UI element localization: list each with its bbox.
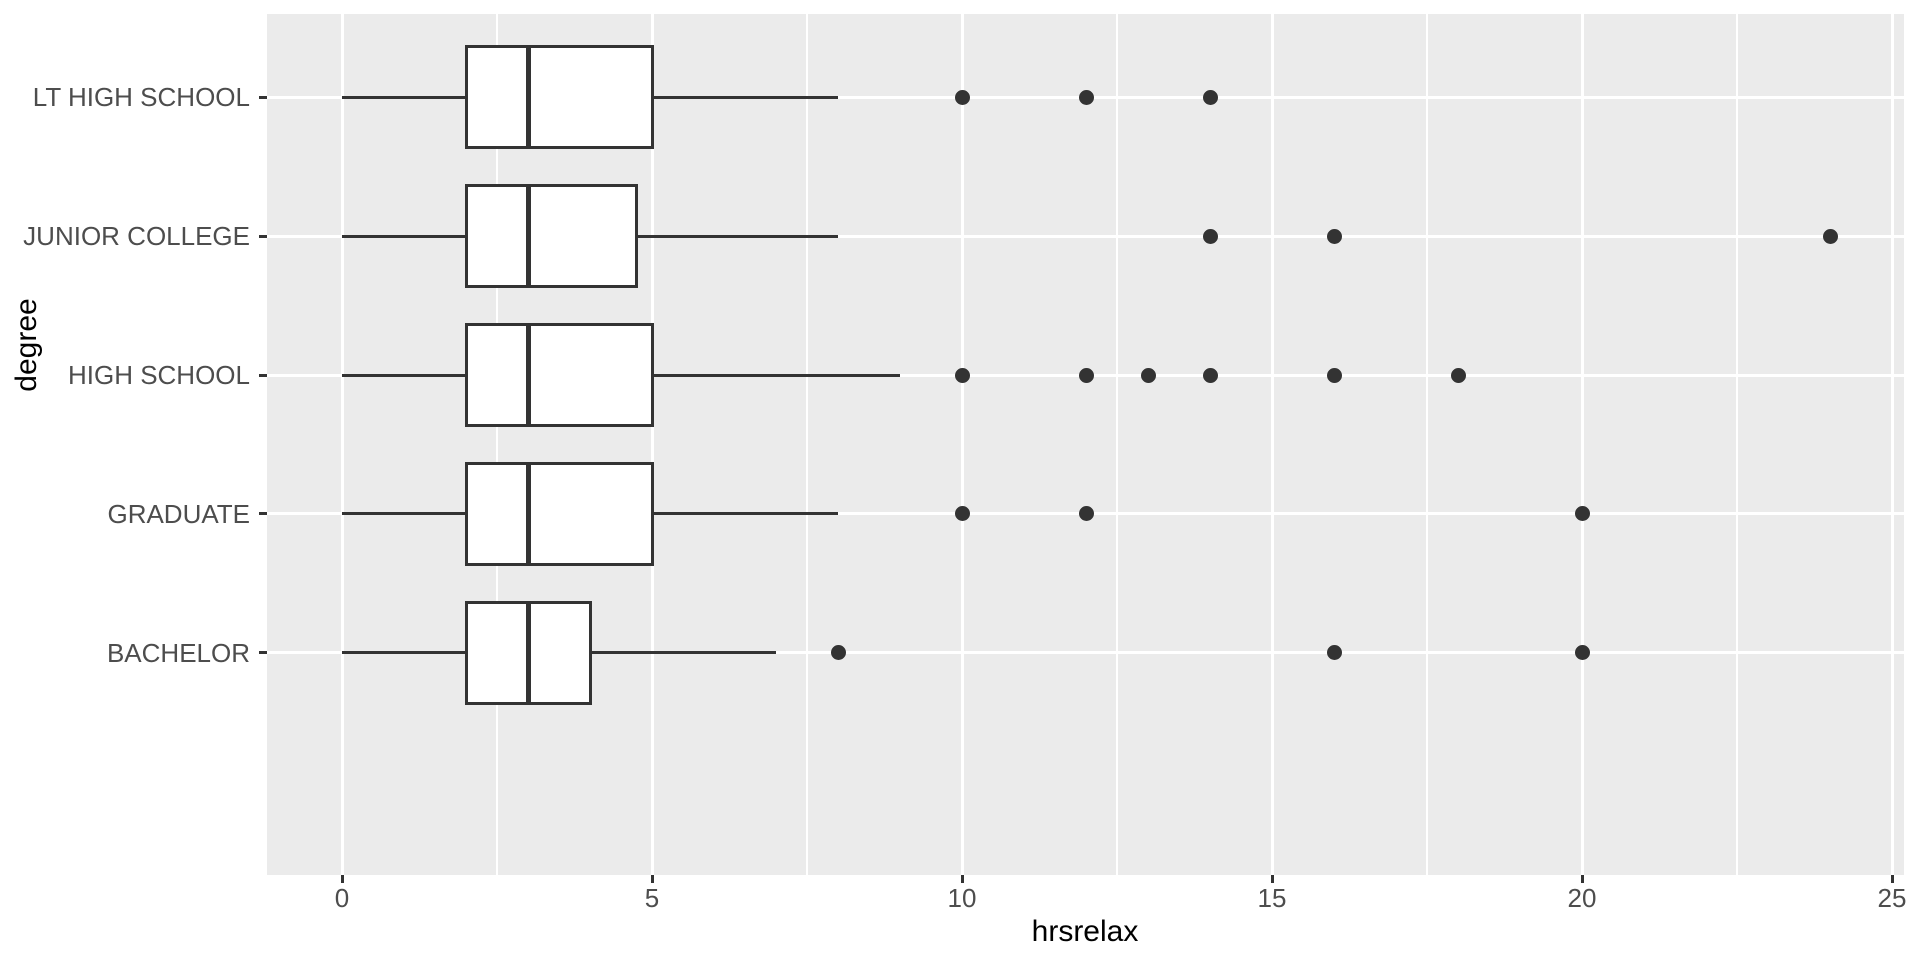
gridline-y-major: [267, 234, 1904, 238]
outlier-point: [1326, 367, 1342, 383]
x-axis-title: hrsrelax: [1031, 915, 1139, 948]
gridline-x-major: [960, 14, 964, 875]
x-tick-label: 10: [947, 883, 977, 913]
outlier-point: [1078, 506, 1094, 522]
x-tick-label: 15: [1257, 883, 1287, 913]
y-axis-title-text: degree: [10, 298, 43, 392]
outlier-point: [1450, 367, 1466, 383]
x-tick-mark: [340, 875, 344, 883]
outlier-point: [1078, 89, 1094, 105]
y-tick-label: GRADUATE: [107, 498, 250, 529]
outlier-point: [1202, 367, 1218, 383]
median-line: [525, 461, 531, 566]
outlier-point: [1574, 645, 1590, 661]
outlier-point: [1202, 89, 1218, 105]
x-tick-label: 25: [1877, 883, 1907, 913]
median-line: [525, 600, 531, 705]
box: [464, 45, 654, 150]
gridline-x-major: [1580, 14, 1584, 875]
y-tick-mark: [259, 373, 267, 377]
x-tick-label: 5: [644, 883, 660, 913]
gridline-x-minor: [496, 14, 498, 875]
y-tick-mark: [259, 651, 267, 655]
y-tick-mark: [259, 234, 267, 238]
x-tick-mark: [650, 875, 654, 883]
y-tick-label: JUNIOR COLLEGE: [23, 221, 250, 252]
x-tick-mark: [960, 875, 964, 883]
x-tick-label: 0: [334, 883, 350, 913]
x-tick-mark: [1890, 875, 1894, 883]
x-tick-label: 20: [1567, 883, 1597, 913]
outlier-point: [1202, 228, 1218, 244]
gridline-x-minor: [806, 14, 808, 875]
gridline-x-major: [650, 14, 654, 875]
y-tick-label: BACHELOR: [106, 637, 250, 668]
y-tick-mark: [259, 95, 267, 99]
outlier-point: [954, 367, 970, 383]
median-line: [525, 323, 531, 428]
gridline-x-major: [340, 14, 344, 875]
y-tick-label: LT HIGH SCHOOL: [32, 82, 250, 113]
plot-panel: [267, 14, 1904, 875]
box: [464, 323, 654, 428]
gridline-y-major: [267, 651, 1904, 655]
outlier-point: [1822, 228, 1838, 244]
gridline-x-minor: [1116, 14, 1118, 875]
gridline-x-minor: [1736, 14, 1738, 875]
outlier-point: [1574, 506, 1590, 522]
outlier-point: [830, 645, 846, 661]
outlier-point: [1326, 228, 1342, 244]
x-tick-mark: [1580, 875, 1584, 883]
median-line: [525, 45, 531, 150]
outlier-point: [954, 506, 970, 522]
outlier-point: [1140, 367, 1156, 383]
outlier-point: [954, 89, 970, 105]
gridline-x-minor: [1426, 14, 1428, 875]
y-tick-mark: [259, 512, 267, 516]
box: [464, 184, 638, 289]
gridline-x-major: [1890, 14, 1894, 875]
box: [464, 461, 654, 566]
gridline-x-major: [1270, 14, 1274, 875]
y-tick-label: HIGH SCHOOL: [67, 360, 250, 391]
median-line: [525, 184, 531, 289]
x-tick-mark: [1270, 875, 1274, 883]
outlier-point: [1326, 645, 1342, 661]
outlier-point: [1078, 367, 1094, 383]
